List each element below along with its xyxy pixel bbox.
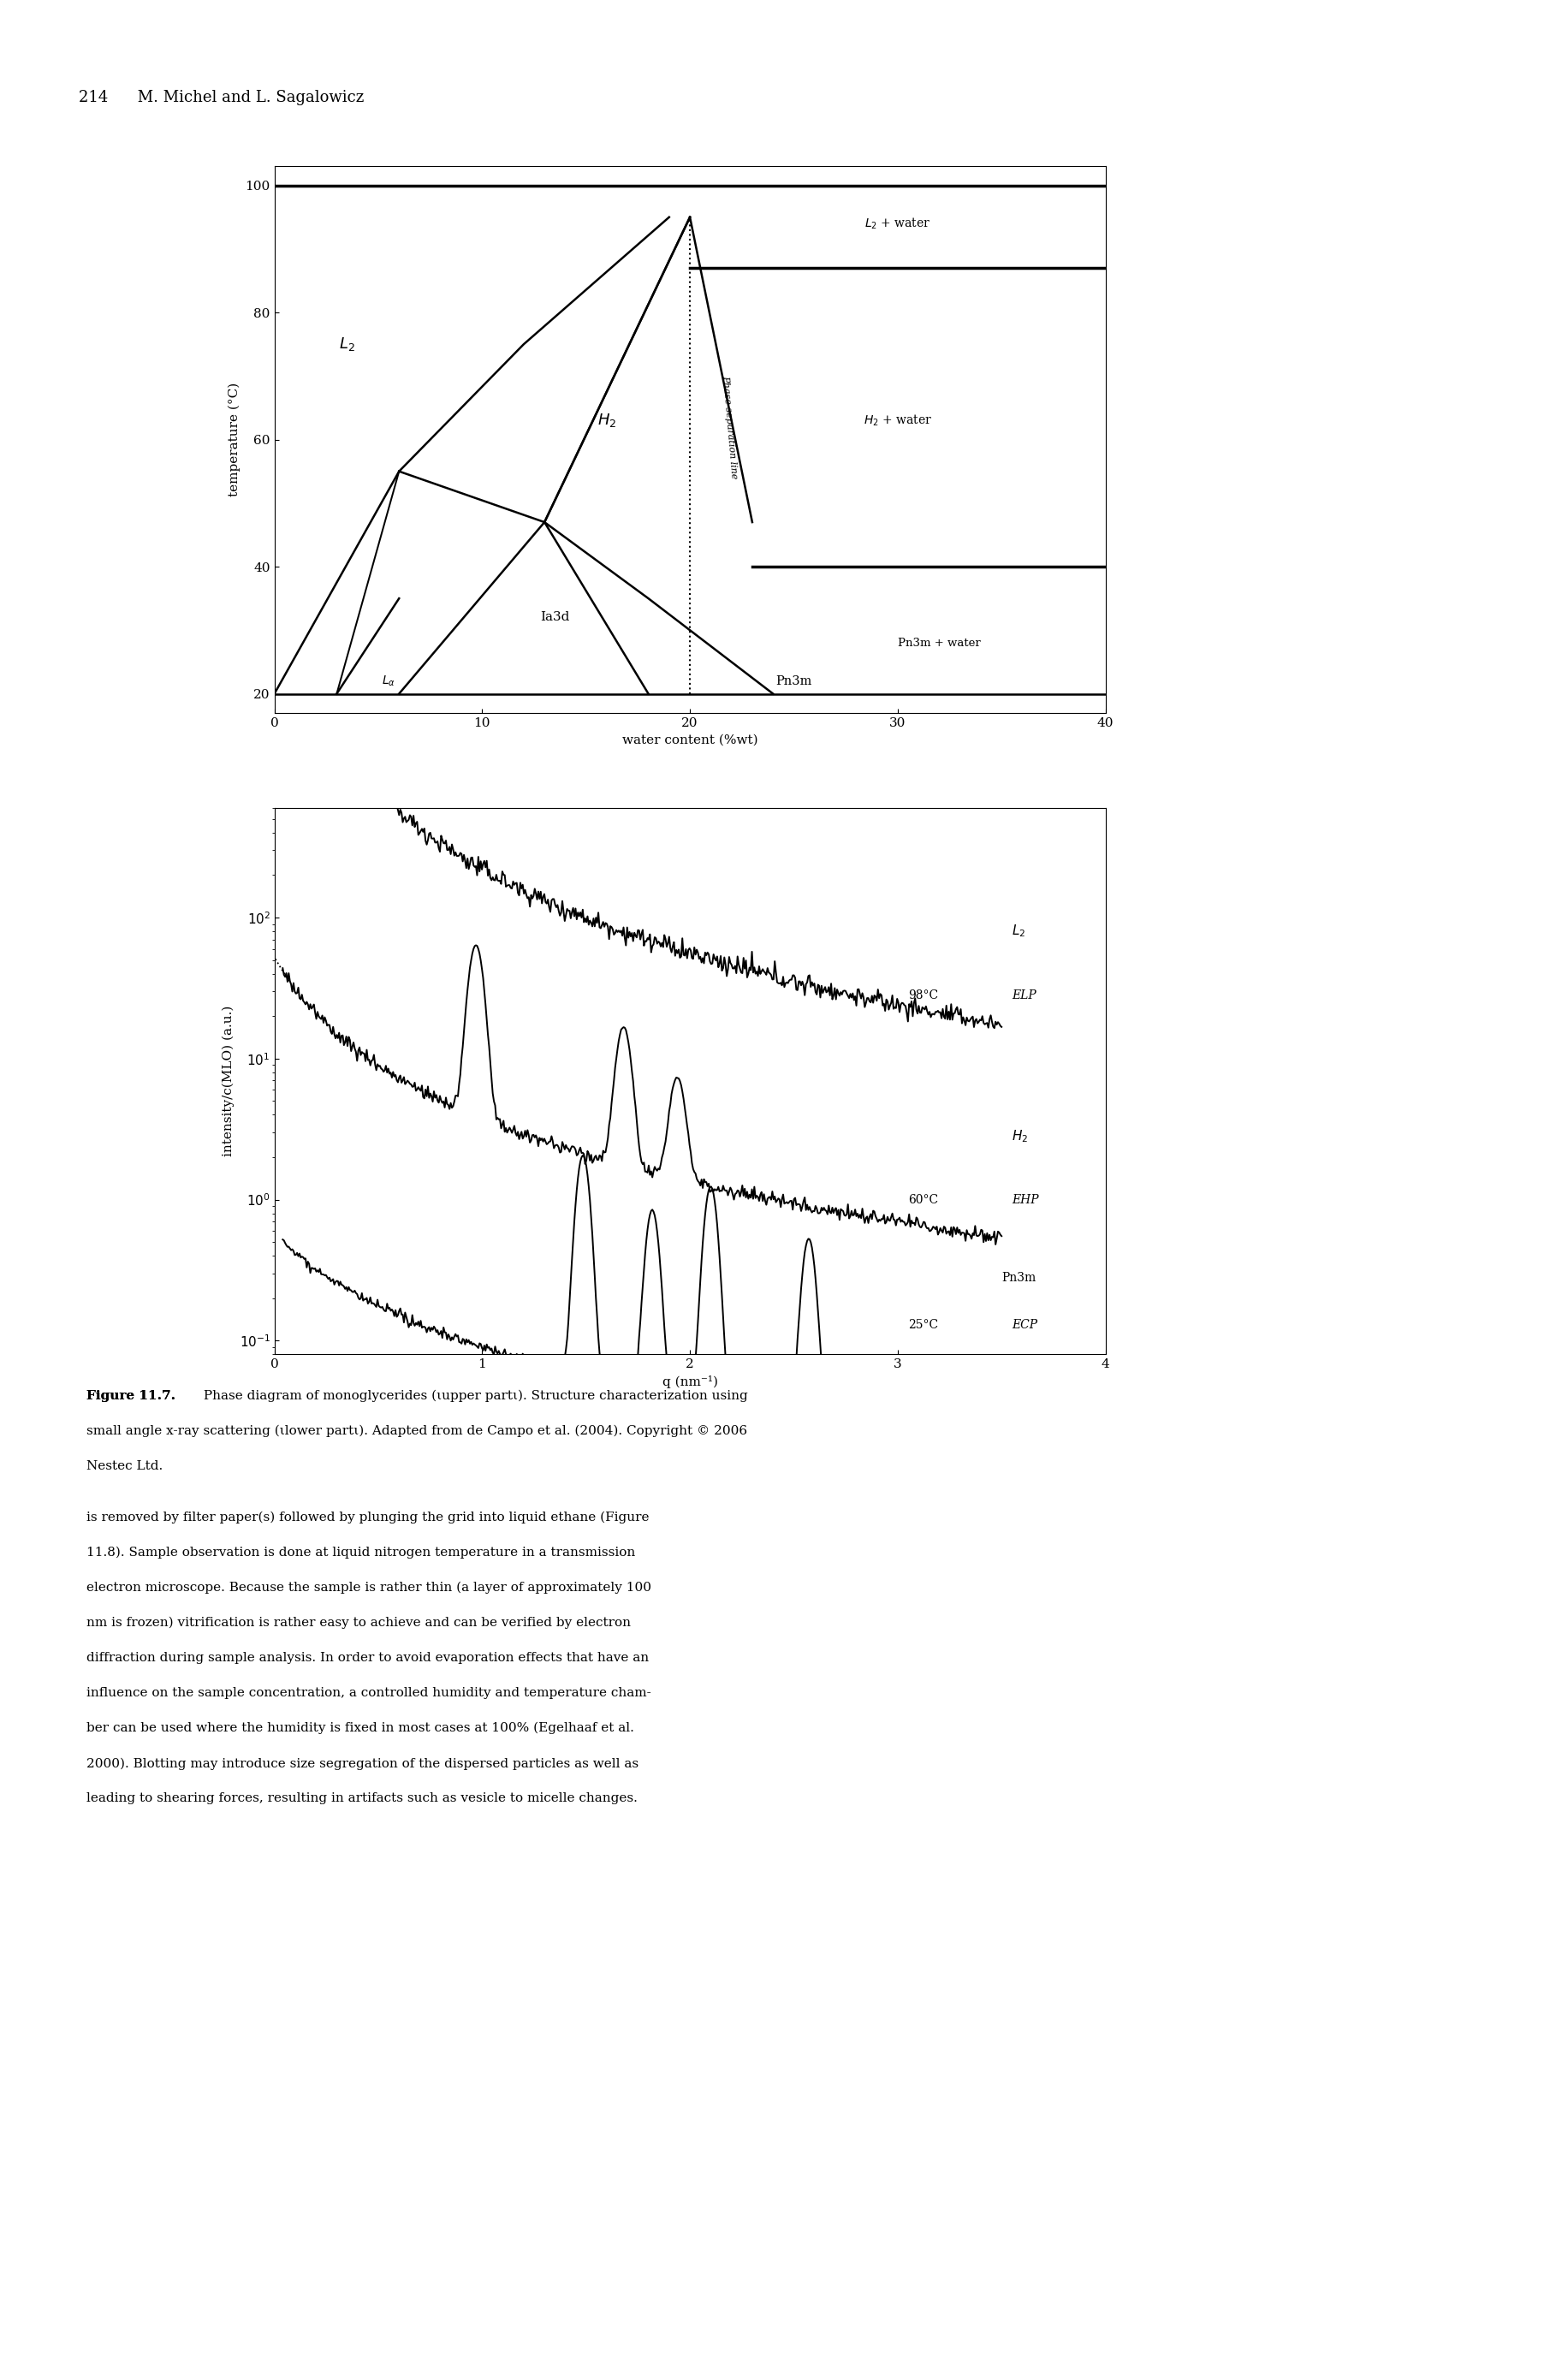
Text: Pn3m: Pn3m	[1002, 1271, 1036, 1283]
Text: electron microscope. Because the sample is rather thin (a layer of approximately: electron microscope. Because the sample …	[86, 1582, 651, 1594]
Text: Phase separation line: Phase separation line	[721, 375, 739, 480]
Text: 2000). Blotting may introduce size segregation of the dispersed particles as wel: 2000). Blotting may introduce size segre…	[86, 1758, 638, 1770]
Text: Pn3m + water: Pn3m + water	[898, 637, 980, 649]
X-axis label: water content (%wt): water content (%wt)	[622, 734, 757, 746]
Text: influence on the sample concentration, a controlled humidity and temperature cha: influence on the sample concentration, a…	[86, 1687, 651, 1699]
Text: ber can be used where the humidity is fixed in most cases at 100% (Egelhaaf et a: ber can be used where the humidity is fi…	[86, 1723, 633, 1734]
Text: $L_{\alpha}$: $L_{\alpha}$	[383, 675, 395, 689]
Text: ELP: ELP	[1011, 988, 1036, 1003]
Text: small angle x-ray scattering (ιlower partι). Adapted from de Campo et al. (2004): small angle x-ray scattering (ιlower par…	[86, 1426, 746, 1437]
Text: leading to shearing forces, resulting in artifacts such as vesicle to micelle ch: leading to shearing forces, resulting in…	[86, 1792, 637, 1803]
Text: 11.8). Sample observation is done at liquid nitrogen temperature in a transmissi: 11.8). Sample observation is done at liq…	[86, 1547, 635, 1559]
Text: $L_2$: $L_2$	[339, 335, 356, 352]
Text: ECP: ECP	[1011, 1319, 1038, 1331]
Text: 214      M. Michel and L. Sagalowicz: 214 M. Michel and L. Sagalowicz	[78, 90, 364, 105]
Text: Nestec Ltd.: Nestec Ltd.	[86, 1461, 163, 1473]
Text: $H_2$: $H_2$	[1011, 1129, 1029, 1145]
Text: Ia3d: Ia3d	[539, 611, 569, 623]
Text: nm is frozen) vitrification is rather easy to achieve and can be verified by ele: nm is frozen) vitrification is rather ea…	[86, 1616, 630, 1630]
Text: Phase diagram of monoglycerides (ιupper partι). Structure characterization using: Phase diagram of monoglycerides (ιupper …	[199, 1390, 748, 1402]
Text: Figure 11.7.: Figure 11.7.	[86, 1390, 176, 1402]
Text: is removed by filter paper(s) followed by plunging the grid into liquid ethane (: is removed by filter paper(s) followed b…	[86, 1511, 649, 1523]
Y-axis label: temperature (°C): temperature (°C)	[227, 383, 240, 497]
Text: $L_2$: $L_2$	[1011, 924, 1025, 939]
Text: $L_2$ + water: $L_2$ + water	[864, 216, 931, 230]
X-axis label: q (nm⁻¹): q (nm⁻¹)	[662, 1376, 718, 1388]
Text: EHP: EHP	[1011, 1193, 1040, 1205]
Text: 25°C: 25°C	[908, 1319, 938, 1331]
Y-axis label: intensity/c(MLO) (a.u.): intensity/c(MLO) (a.u.)	[223, 1005, 235, 1157]
Text: diffraction during sample analysis. In order to avoid evaporation effects that h: diffraction during sample analysis. In o…	[86, 1651, 649, 1663]
Text: 98°C: 98°C	[908, 988, 938, 1003]
Text: 60°C: 60°C	[908, 1193, 938, 1205]
Text: Figure 11.7.: Figure 11.7.	[86, 1390, 176, 1402]
Text: Pn3m: Pn3m	[776, 675, 812, 687]
Text: $H_2$ + water: $H_2$ + water	[864, 413, 931, 428]
Text: $H_2$: $H_2$	[597, 411, 616, 430]
